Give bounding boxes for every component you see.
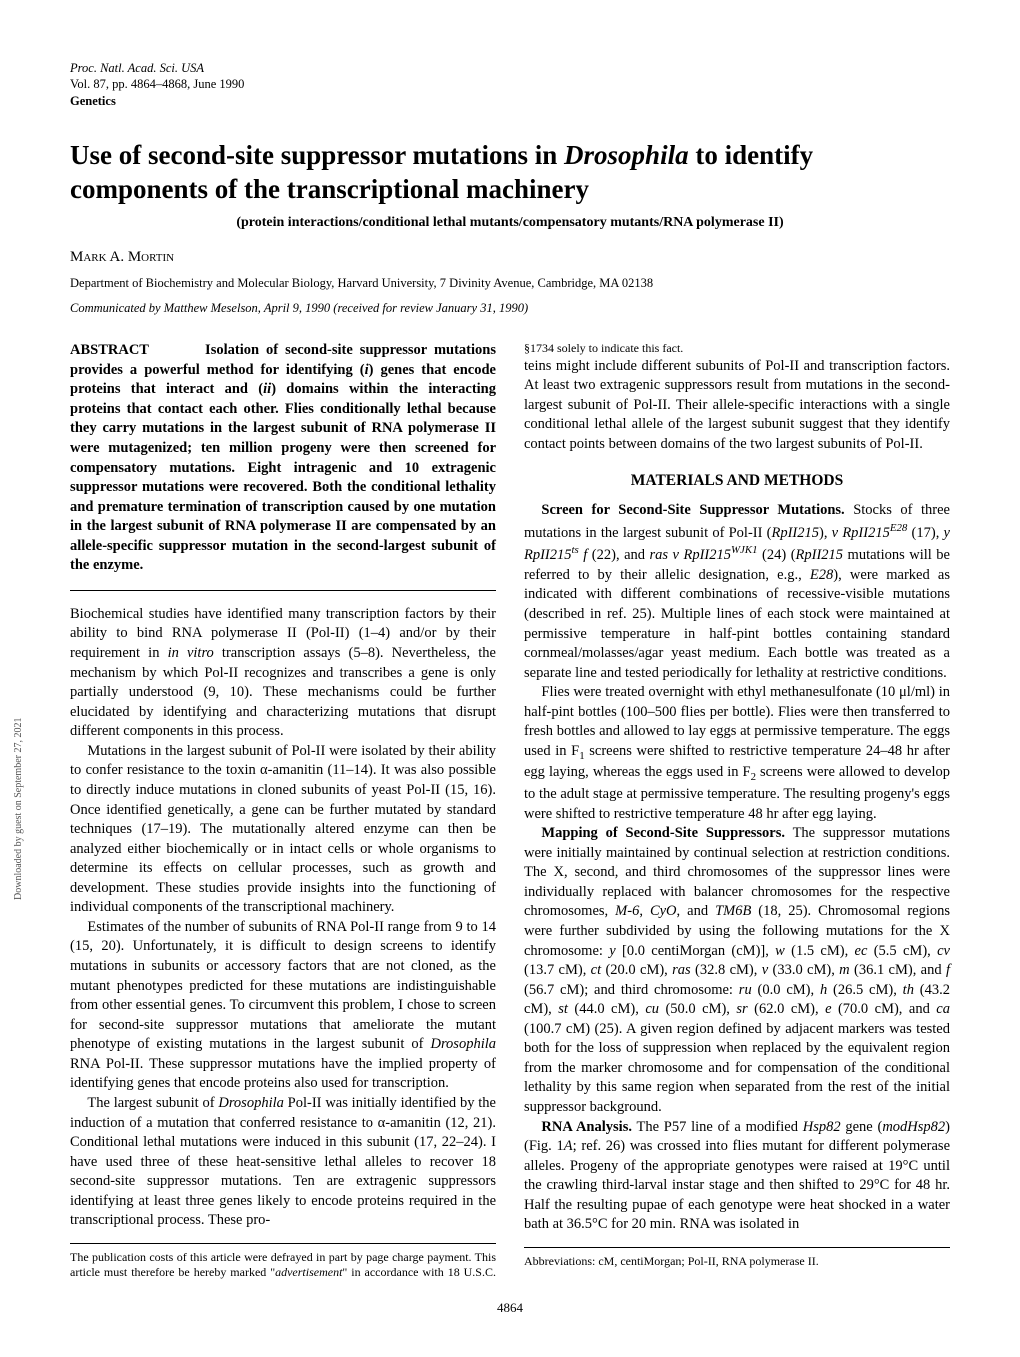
journal-section: Genetics xyxy=(70,93,950,109)
intro-paragraph-5: teins might include different subunits o… xyxy=(524,357,950,455)
methods-paragraph-4: RNA Analysis. The P57 line of a modified… xyxy=(524,1118,950,1235)
communicated-by: Communicated by Matthew Meselson, April … xyxy=(70,300,950,317)
author-name: Mark A. Mortin xyxy=(70,247,950,267)
methods-paragraph-2: Flies were treated overnight with ethyl … xyxy=(524,683,950,824)
intro-paragraph-2: Mutations in the largest subunit of Pol-… xyxy=(70,742,496,918)
abstract-separator xyxy=(70,590,496,591)
footnote-separator-right xyxy=(524,1247,950,1248)
download-watermark: Downloaded by guest on September 27, 202… xyxy=(12,718,26,900)
intro-paragraph-1: Biochemical studies have identified many… xyxy=(70,605,496,742)
methods-paragraph-3: Mapping of Second-Site Suppressors. The … xyxy=(524,824,950,1117)
article-subtitle: (protein interactions/conditional lethal… xyxy=(70,214,950,233)
intro-paragraph-3: Estimates of the number of subunits of R… xyxy=(70,918,496,1094)
intro-paragraph-4: The largest subunit of Drosophila Pol-II… xyxy=(70,1094,496,1231)
title-prefix: Use of second-site suppressor mutations … xyxy=(70,140,564,170)
abstract-paragraph: ABSTRACT Isolation of second-site suppre… xyxy=(70,341,496,576)
abstract-body: Isolation of second-site suppressor muta… xyxy=(70,342,496,573)
methods-text-1: Stocks of three mutations in the largest… xyxy=(524,502,950,680)
article-title: Use of second-site suppressor mutations … xyxy=(70,139,950,207)
two-column-body: ABSTRACT Isolation of second-site suppre… xyxy=(70,341,950,1281)
journal-vol-pages: Vol. 87, pp. 4864–4868, June 1990 xyxy=(70,76,950,92)
abstract-heading: ABSTRACT xyxy=(70,342,149,358)
methods-runin-4: RNA Analysis. xyxy=(541,1119,632,1135)
methods-runin-1: Screen for Second-Site Suppressor Mutati… xyxy=(541,502,844,518)
materials-methods-heading: MATERIALS AND METHODS xyxy=(524,471,950,492)
title-genus: Drosophila xyxy=(564,140,689,170)
author-affiliation: Department of Biochemistry and Molecular… xyxy=(70,275,950,292)
methods-paragraph-1: Screen for Second-Site Suppressor Mutati… xyxy=(524,501,950,683)
methods-runin-3: Mapping of Second-Site Suppressors. xyxy=(541,825,785,841)
methods-text-3: The suppressor mutations were initially … xyxy=(524,825,950,1115)
methods-text-4: The P57 line of a modified Hsp82 gene (m… xyxy=(524,1119,950,1233)
abbreviations-footnote: Abbreviations: cM, centiMorgan; Pol-II, … xyxy=(524,1254,950,1270)
footnote-separator-left xyxy=(70,1243,496,1244)
page-number: 4864 xyxy=(70,1299,950,1317)
journal-header: Proc. Natl. Acad. Sci. USA Vol. 87, pp. … xyxy=(70,60,950,109)
journal-name: Proc. Natl. Acad. Sci. USA xyxy=(70,60,950,76)
